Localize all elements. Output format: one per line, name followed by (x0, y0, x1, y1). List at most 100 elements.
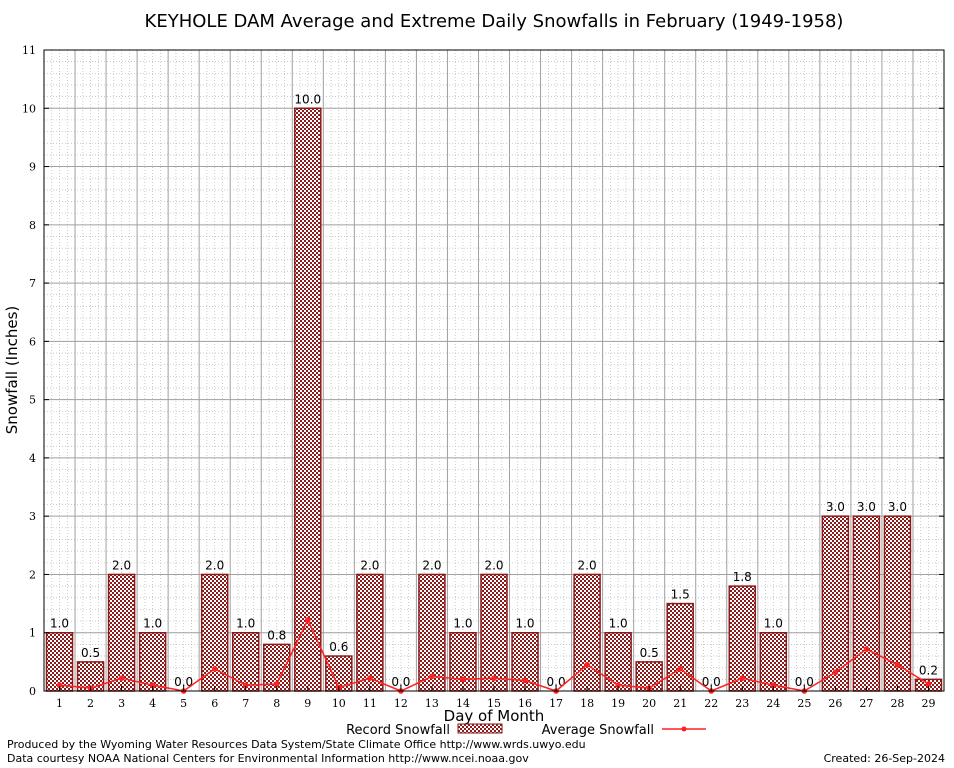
y-tick-label: 5 (29, 394, 36, 407)
bar-value-label: 2.0 (578, 558, 597, 572)
y-tick-label: 8 (29, 219, 36, 232)
record-bar (480, 573, 508, 692)
legend-record-label: Record Snowfall (346, 723, 450, 738)
bar-value-label: 0.0 (702, 675, 721, 689)
record-bar (573, 573, 601, 692)
bar-value-label: 2.0 (484, 558, 503, 572)
bar-value-label: 1.0 (143, 617, 162, 631)
y-tick-label: 4 (29, 452, 36, 465)
x-tick-label: 2 (87, 697, 94, 710)
average-point (615, 682, 621, 688)
bar-value-label: 1.0 (50, 617, 69, 631)
x-axis-label: Day of Month (444, 707, 545, 725)
x-tick-label: 9 (304, 697, 311, 710)
bar-value-label: 1.5 (671, 588, 690, 602)
x-tick-label: 24 (766, 697, 780, 710)
bar-value-label: 2.0 (422, 558, 441, 572)
bar-value-label: 0.6 (329, 640, 348, 654)
record-bar (449, 631, 477, 692)
x-tick-label: 19 (611, 697, 625, 710)
average-point (739, 675, 746, 681)
bar-value-label: 0.5 (81, 646, 100, 660)
record-bar (666, 602, 694, 692)
record-bar (107, 573, 136, 692)
bar-value-label: 0.0 (795, 675, 814, 689)
x-tick-label: 8 (273, 697, 280, 710)
record-bar (852, 515, 881, 692)
record-bar (883, 515, 912, 692)
legend-average-marker (681, 726, 687, 732)
bar-value-label: 3.0 (857, 500, 876, 514)
average-point (460, 676, 466, 683)
record-bar (231, 631, 260, 692)
average-point (242, 682, 249, 688)
x-tick-label: 14 (456, 697, 470, 710)
footer-created: Created: 26-Sep-2024 (824, 752, 945, 765)
footer-credit-2: Data courtesy NOAA National Centers for … (7, 752, 529, 765)
x-tick-label: 26 (828, 697, 842, 710)
y-tick-label: 11 (22, 44, 36, 57)
record-bar (294, 107, 322, 692)
x-tick-label: 3 (118, 697, 125, 710)
y-axis-ticks: 0 1 2 3 4 5 6 7 8 9 10 11 (22, 44, 944, 698)
average-point (925, 681, 932, 687)
average-point (429, 673, 435, 680)
plot-frame (43, 49, 945, 692)
average-point (211, 666, 218, 672)
bar-value-label: 10.0 (294, 92, 321, 106)
y-tick-label: 1 (29, 627, 36, 640)
average-point (863, 646, 870, 652)
record-bar (45, 631, 74, 692)
bar-value-label: 0.0 (174, 675, 193, 689)
average-point (149, 682, 156, 688)
average-point (273, 681, 280, 687)
average-point (491, 675, 497, 681)
x-tick-label: 11 (363, 697, 377, 710)
x-tick-label: 27 (859, 697, 873, 710)
average-point (770, 682, 777, 688)
x-tick-label: 23 (735, 697, 749, 710)
x-tick-label: 15 (487, 697, 501, 710)
x-tick-label: 6 (211, 697, 218, 710)
average-point (677, 666, 684, 672)
average-point (56, 682, 63, 688)
y-tick-label: 0 (29, 685, 36, 698)
bar-value-label: 0.0 (391, 675, 410, 689)
x-tick-label: 16 (518, 697, 532, 710)
average-point (894, 661, 901, 668)
x-tick-label: 5 (180, 697, 187, 710)
bar-value-label: 1.0 (236, 617, 255, 631)
average-point (304, 617, 311, 623)
bar-value-label: 2.0 (205, 558, 224, 572)
x-tick-label: 28 (890, 697, 904, 710)
bar-value-label: 1.0 (453, 617, 472, 631)
record-bar (356, 573, 384, 692)
bar-value-label: 0.5 (640, 646, 659, 660)
bar-value-label: 3.0 (826, 500, 845, 514)
x-tick-label: 22 (704, 697, 718, 710)
bar-value-label: 0.2 (919, 663, 938, 677)
x-tick-label: 20 (642, 697, 656, 710)
x-tick-label: 29 (921, 697, 935, 710)
y-axis-label: Snowfall (Inches) (3, 306, 21, 434)
legend-record-swatch (457, 723, 503, 734)
x-tick-label: 17 (549, 697, 563, 710)
average-point (522, 677, 528, 684)
legend-average-label: Average Snowfall (542, 723, 654, 738)
x-tick-label: 1 (56, 697, 63, 710)
x-tick-label: 7 (242, 697, 249, 710)
bar-value-label: 2.0 (360, 558, 379, 572)
x-tick-label: 21 (673, 697, 687, 710)
x-tick-label: 10 (332, 697, 346, 710)
record-bar (728, 585, 757, 692)
bar-value-label: 3.0 (888, 500, 907, 514)
record-bar (418, 573, 446, 692)
record-bar (759, 631, 788, 692)
bar-value-label: 1.8 (733, 570, 752, 584)
footer-credit-1: Produced by the Wyoming Water Resources … (7, 738, 586, 751)
bar-value-label: 1.0 (609, 617, 628, 631)
average-point (832, 669, 839, 676)
legend: Record Snowfall Average Snowfall (346, 723, 706, 738)
y-tick-label: 9 (29, 161, 36, 174)
